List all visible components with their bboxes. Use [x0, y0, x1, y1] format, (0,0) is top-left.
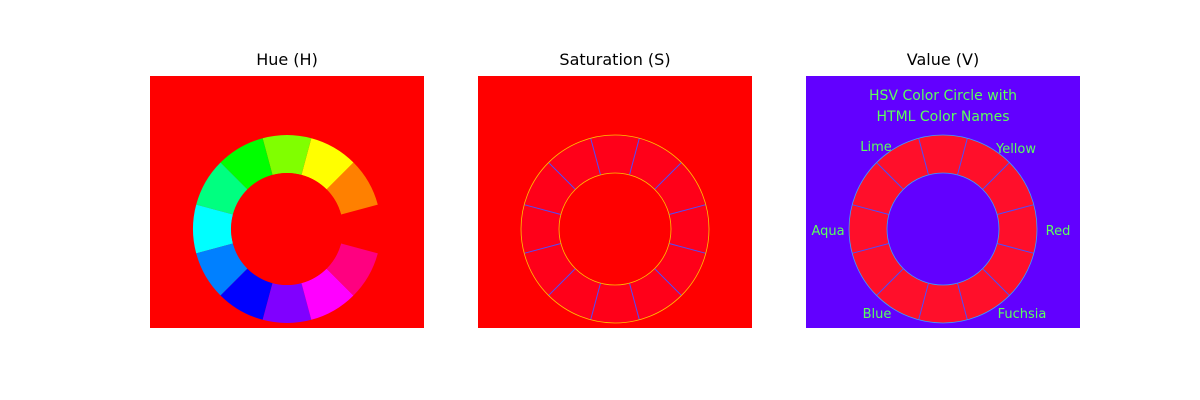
- ring-divider: [654, 268, 682, 296]
- saturation-dividers: [524, 138, 706, 320]
- ring-divider: [982, 268, 1010, 296]
- value-inner-edge: [886, 172, 1000, 286]
- label-blue: Blue: [863, 307, 892, 322]
- ring-divider: [918, 282, 929, 320]
- ring-divider: [654, 162, 682, 190]
- ring-divider: [982, 162, 1010, 190]
- hue-segment: [262, 135, 312, 175]
- ring-divider: [548, 268, 576, 296]
- ring-divider: [548, 162, 576, 190]
- label-aqua: Aqua: [811, 224, 844, 239]
- ring-divider: [996, 243, 1034, 254]
- hue-segment: [326, 243, 378, 296]
- hue-panel-title: Hue (H): [256, 50, 318, 69]
- ring-divider: [590, 138, 601, 176]
- hue-image: [150, 76, 424, 328]
- value-panel: Value (V) HSV Color Circle with HTML Col…: [806, 50, 1080, 328]
- value-panel-title: Value (V): [906, 50, 980, 69]
- ring-divider: [668, 204, 706, 215]
- hue-segment: [220, 138, 273, 190]
- saturation-inner-edge: [558, 172, 672, 286]
- label-red: Red: [1046, 224, 1071, 239]
- ring-divider: [590, 282, 601, 320]
- hue-ring-hole: [231, 173, 343, 285]
- label-yellow: Yellow: [995, 142, 1036, 157]
- value-image-title-line1: HSV Color Circle with: [869, 88, 1017, 104]
- ring-divider: [852, 243, 890, 254]
- hue-segment: [193, 204, 233, 254]
- value-dividers: [852, 138, 1034, 320]
- saturation-panel: Saturation (S): [478, 50, 752, 328]
- ring-divider: [668, 243, 706, 254]
- label-lime: Lime: [860, 140, 892, 155]
- hue-segment: [196, 162, 248, 215]
- ring-divider: [629, 138, 640, 176]
- hue-segment: [301, 268, 354, 320]
- ring-divider: [957, 138, 968, 176]
- value-image-title-line2: HTML Color Names: [876, 109, 1009, 125]
- hue-segment: [220, 268, 273, 320]
- ring-divider: [918, 138, 929, 176]
- ring-divider: [852, 204, 890, 215]
- hue-ring: [193, 135, 381, 323]
- label-fuchsia: Fuchsia: [998, 307, 1047, 322]
- hue-panel: Hue (H): [150, 50, 424, 328]
- saturation-outer-edge: [520, 134, 710, 324]
- ring-divider: [524, 204, 562, 215]
- saturation-panel-title: Saturation (S): [559, 50, 671, 69]
- ring-divider: [524, 243, 562, 254]
- saturation-image: [478, 76, 752, 328]
- value-outer-edge: [848, 134, 1038, 324]
- hue-segment: [301, 138, 354, 190]
- ring-divider: [876, 162, 904, 190]
- value-image: HSV Color Circle with HTML Color Names L…: [806, 76, 1080, 328]
- ring-divider: [996, 204, 1034, 215]
- ring-divider: [629, 282, 640, 320]
- hue-segment: [326, 162, 378, 215]
- hue-segment: [196, 243, 248, 296]
- hue-segment: [262, 283, 312, 323]
- ring-divider: [876, 268, 904, 296]
- ring-divider: [957, 282, 968, 320]
- hue-segment: [341, 204, 381, 254]
